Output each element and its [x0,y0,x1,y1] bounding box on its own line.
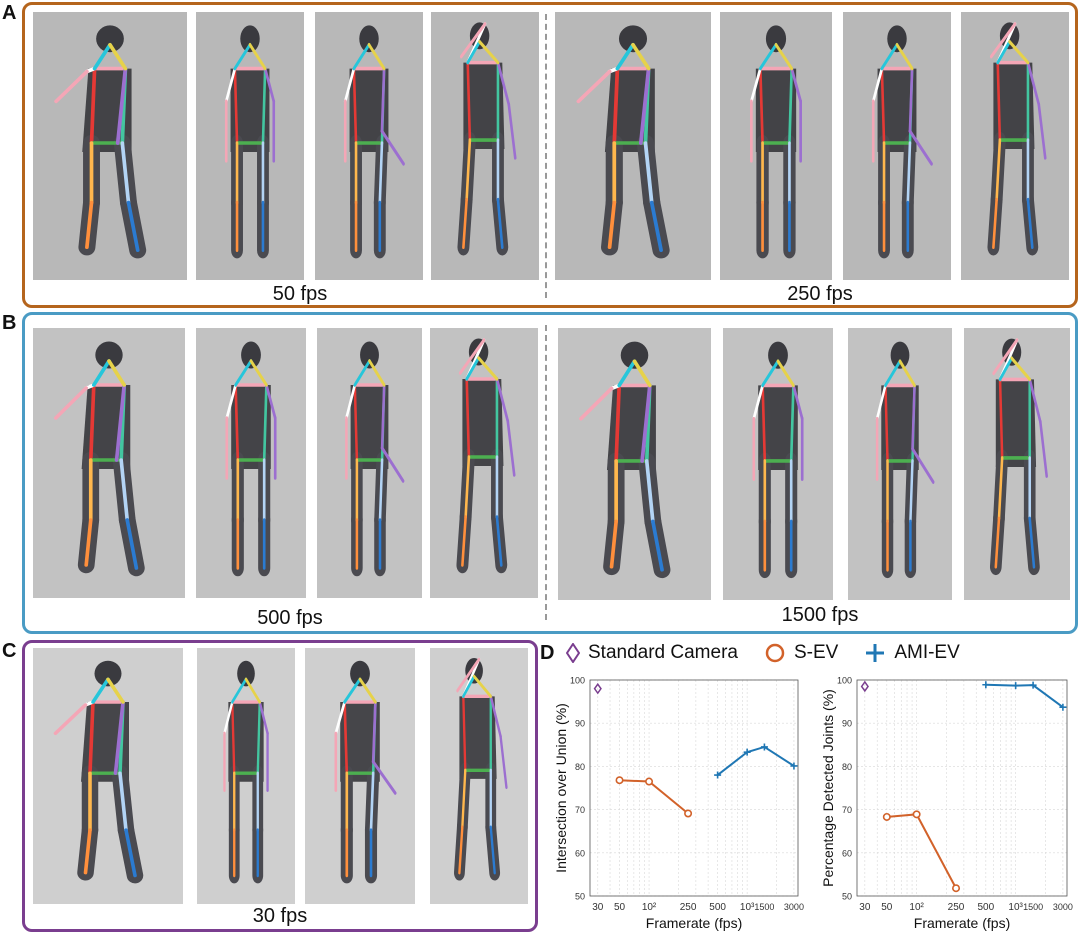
legend-standard-label: Standard Camera [588,642,738,663]
data-point [615,776,624,785]
data-point [952,884,961,893]
data-point [593,682,602,695]
frame-b-4 [430,328,538,598]
data-point [860,680,869,693]
panel-c-label: 30 fps [252,905,308,927]
y-tick-label: 70 [575,805,585,815]
x-axis-label: Framerate (fps) [646,915,742,931]
panel-c-letter: C [2,640,17,662]
frame-a-4 [431,12,539,280]
y-tick-label: 50 [842,892,852,902]
data-point [684,809,693,818]
y-axis-label: Percentage Detected Joints (%) [820,689,836,887]
x-tick-label: 30 [859,902,871,913]
panel-b-right-label: 1500 fps [781,604,859,626]
circle-icon [765,643,785,663]
plot-2: 50 60 70 80 90 100 30 50 10² 250 500 10³ 1500 3000 Fra… [820,676,1073,932]
y-tick-label: 50 [575,892,585,902]
x-tick-label: 1500 [754,902,774,912]
y-tick-label: 90 [842,719,852,729]
data-point [1029,681,1037,689]
data-point [645,777,654,786]
plot-1: 50 60 70 80 90 100 30 50 10² 250 500 10³ 1500 3000 Fra… [553,676,804,932]
data-point [743,748,751,756]
y-tick-label: 100 [570,676,585,686]
data-point [882,812,891,821]
y-tick-label: 90 [575,719,585,729]
frame-a-6 [720,12,832,280]
plus-icon [866,644,885,662]
frame-c-2 [197,648,295,904]
x-tick-label: 250 [948,902,965,913]
legend: Standard Camera S-EV AMI-EV [566,642,960,664]
y-tick-label: 60 [842,848,852,858]
data-point [790,762,798,770]
y-tick-label: 100 [837,676,852,686]
x-tick-label: 50 [614,902,626,913]
x-tick-label: 10³ [740,902,755,913]
legend-sev-label: S-EV [793,642,839,663]
frame-b-2 [196,328,306,598]
y-tick-label: 80 [842,762,852,772]
x-tick-label: 500 [709,902,726,913]
frame-b-7 [848,328,952,600]
legend-amiev-label: AMI-EV [894,642,960,663]
frame-c-4 [430,648,528,904]
frame-a-1 [33,12,187,280]
data-point [714,771,722,779]
x-tick-label: 1500 [1023,902,1043,912]
panel-b-letter: B [2,312,17,334]
panel-a-left-label: 50 fps [272,283,328,305]
y-tick-label: 70 [842,805,852,815]
x-tick-label: 500 [977,902,994,913]
diamond-icon [566,643,580,663]
panel-b-left-label: 500 fps [257,607,323,629]
x-tick-label: 50 [881,902,893,913]
frame-b-8 [964,328,1070,600]
frame-b-3 [317,328,422,598]
x-tick-label: 10³ [1008,902,1023,913]
series-line [886,813,957,889]
x-tick-label: 3000 [784,902,804,912]
data-point [760,743,768,751]
y-tick-label: 80 [575,762,585,772]
frame-a-5 [555,12,711,280]
frame-a-2 [196,12,304,280]
x-axis-label: Framerate (fps) [914,915,1010,931]
frame-b-6 [723,328,833,600]
y-axis-label: Intersection over Union (%) [553,703,569,873]
plot-frame [589,679,799,897]
panel-a-letter: A [2,2,17,24]
frame-b-1 [33,328,185,598]
frame-a-7 [843,12,951,280]
x-tick-label: 30 [592,902,604,913]
frame-c-1 [33,648,183,904]
panel-c-box [22,640,538,932]
panel-a-divider [545,14,547,298]
panel-b-divider [545,325,547,620]
panel-a-box [22,2,1078,308]
x-tick-label: 250 [680,902,697,913]
data-point [912,810,921,819]
panel-a-right-label: 250 fps [787,283,853,305]
data-point [982,681,990,689]
data-point [1059,703,1067,711]
frame-a-8 [961,12,1069,280]
series-line [985,683,1064,709]
x-tick-label: 3000 [1053,902,1073,912]
data-point [1012,682,1020,690]
frame-a-3 [315,12,423,280]
series-line [717,745,795,776]
panel-b-box [22,312,1078,634]
frame-b-5 [558,328,711,600]
series-line [619,779,689,815]
frame-c-3 [305,648,415,904]
plot-frame [856,679,1068,897]
panel-d-letter: D [540,642,555,664]
x-tick-label: 10² [642,902,657,913]
x-tick-label: 10² [909,902,924,913]
y-tick-label: 60 [575,848,585,858]
